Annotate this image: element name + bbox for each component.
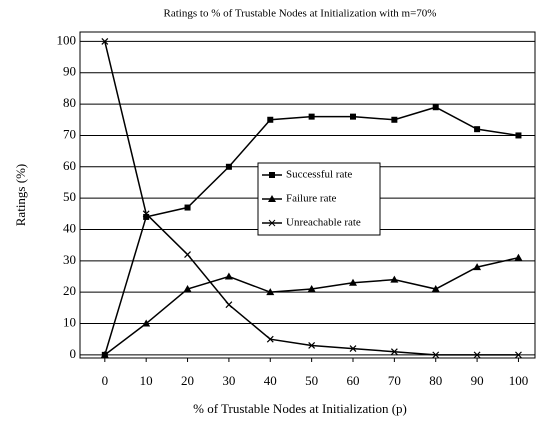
x-tick-label: 10: [140, 373, 153, 388]
y-tick-label: 100: [57, 32, 77, 47]
legend-marker: [268, 219, 276, 227]
y-tick-label: 90: [63, 64, 76, 79]
y-tick-label: 0: [70, 346, 77, 361]
x-tick-label: 100: [509, 373, 529, 388]
marker: [184, 251, 191, 258]
marker: [143, 213, 150, 220]
y-tick-label: 10: [63, 315, 76, 330]
marker: [184, 204, 191, 211]
marker: [515, 132, 522, 139]
marker: [142, 319, 151, 327]
plot-frame: [79, 31, 536, 359]
marker: [307, 285, 316, 293]
y-tick-label: 20: [63, 283, 76, 298]
marker: [473, 263, 482, 271]
chart-title: Ratings to % of Trustable Nodes at Initi…: [164, 8, 437, 20]
marker: [390, 348, 398, 356]
legend: Successful rate Failure rate Unreachable r…: [257, 162, 381, 236]
x-tick-label: 60: [347, 373, 360, 388]
x-tick-label: 40: [264, 373, 277, 388]
marker: [266, 335, 274, 343]
legend-label: Successful rate: [286, 169, 352, 181]
x-tick-label: 70: [388, 373, 401, 388]
x-tick-label: 80: [429, 373, 442, 388]
marker: [391, 116, 398, 123]
marker: [308, 113, 315, 120]
y-tick-label: 60: [63, 158, 76, 173]
marker: [267, 116, 274, 123]
y-axis-label: Ratings (%): [13, 164, 28, 226]
marker: [473, 351, 481, 359]
y-tick-label: 40: [63, 220, 76, 235]
legend-label: Unreachable rate: [286, 217, 361, 229]
marker: [390, 275, 399, 283]
x-tick-label: 0: [102, 373, 109, 388]
marker: [224, 272, 233, 280]
marker: [432, 351, 440, 359]
marker: [350, 113, 356, 120]
marker: [514, 253, 523, 261]
x-tick-label: 90: [471, 373, 484, 388]
legend-marker: [268, 195, 276, 202]
marker: [474, 126, 481, 133]
series-line: [104, 256, 519, 356]
marker: [266, 288, 275, 296]
legend-marker: [269, 172, 275, 178]
marker: [432, 104, 439, 111]
marker: [183, 285, 192, 293]
y-tick-label: 50: [63, 189, 76, 204]
marker: [308, 342, 316, 349]
x-tick-label: 30: [222, 373, 235, 388]
marker: [431, 285, 440, 293]
marker: [225, 301, 233, 309]
marker: [100, 350, 109, 358]
marker: [225, 163, 232, 170]
x-tick-label: 50: [305, 373, 318, 388]
marker: [349, 345, 357, 353]
marker: [142, 210, 150, 218]
legend-label: Failure rate: [286, 193, 337, 205]
x-axis-label: % of Trustable Nodes at Initialization (…: [193, 401, 407, 416]
marker: [349, 278, 357, 286]
y-tick-label: 30: [63, 252, 76, 267]
y-tick-label: 70: [63, 126, 76, 141]
x-tick-label: 20: [181, 373, 194, 388]
y-tick-label: 80: [63, 95, 76, 110]
marker: [515, 351, 522, 359]
marker: [101, 37, 109, 45]
